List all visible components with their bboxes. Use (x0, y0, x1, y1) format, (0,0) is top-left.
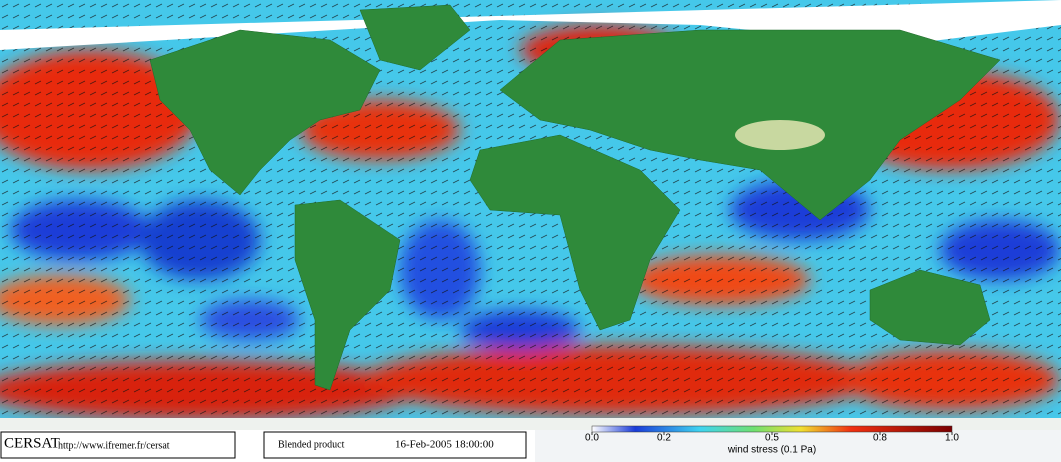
date: 16-Feb-2005 18:00:00 (395, 439, 494, 451)
footer: CERSAT http://www.ifremer.fr/cersat Blen… (0, 425, 1061, 462)
url: http://www.ifremer.fr/cersat (58, 440, 170, 451)
colorbar-panel (535, 430, 1061, 462)
colorbar-tick-label: 0.0 (585, 433, 599, 444)
brand: CERSAT (4, 435, 60, 451)
product-box (263, 431, 527, 459)
colorbar-tick-label: 0.8 (873, 433, 887, 444)
colorbar (591, 425, 953, 433)
product: Blended product (278, 439, 345, 450)
colorbar-label: wind stress (0.1 Pa) (727, 445, 816, 456)
brand-box (0, 431, 236, 459)
colorbar-tick-label: 0.5 (765, 433, 779, 444)
colorbar-tick-label: 1.0 (945, 433, 959, 444)
colorbar-tick-label: 0.2 (657, 433, 671, 444)
